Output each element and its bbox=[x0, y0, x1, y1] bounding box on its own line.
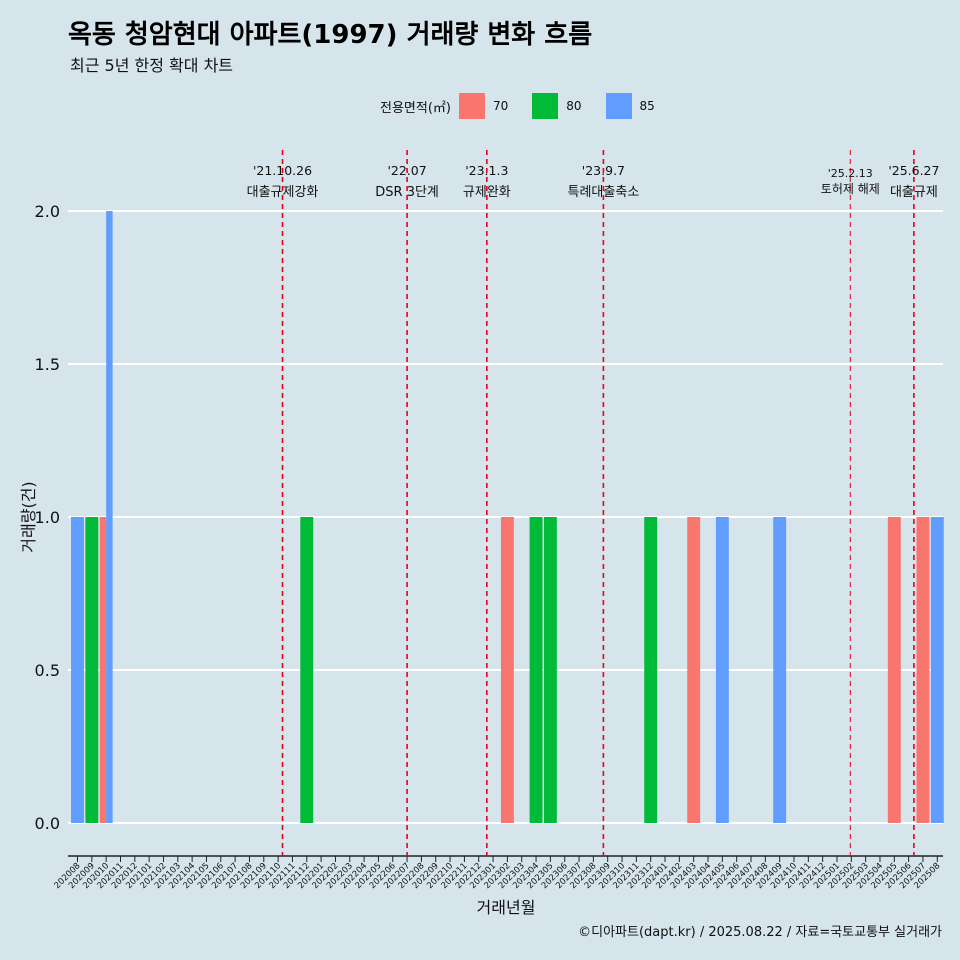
y-tick-label: 1.5 bbox=[35, 355, 60, 374]
bar-202409-85 bbox=[773, 517, 787, 823]
legend-title: 전용면적(㎡) bbox=[380, 100, 451, 116]
bar-202405-85 bbox=[715, 517, 729, 823]
event-date: '25.6.27 bbox=[888, 163, 939, 178]
bar-202304-80 bbox=[529, 517, 543, 823]
event-label: DSR 3단계 bbox=[375, 185, 439, 200]
event-date: '22.07 bbox=[387, 163, 426, 178]
source-caption: ©디아파트(dapt.kr) / 2025.08.22 / 자료=국토교통부 실… bbox=[578, 925, 942, 940]
y-tick-label: 1.0 bbox=[35, 508, 60, 527]
bar-202009-80 bbox=[85, 517, 99, 823]
event-date: '23.1.3 bbox=[465, 163, 508, 178]
chart-subtitle: 최근 5년 한정 확대 차트 bbox=[70, 56, 234, 75]
bar-202112-80 bbox=[300, 517, 314, 823]
bar-202008-85 bbox=[71, 517, 84, 823]
y-tick-label: 0.5 bbox=[35, 661, 60, 680]
legend-key-80 bbox=[532, 93, 559, 119]
bar-202312-80 bbox=[644, 517, 658, 823]
event-date: '25.2.13 bbox=[828, 167, 873, 180]
legend-key-70 bbox=[458, 93, 485, 119]
event-label: 토허제 해제 bbox=[821, 182, 880, 196]
bar-202010-85 bbox=[106, 211, 113, 823]
event-date: '21.10.26 bbox=[253, 163, 312, 178]
chart-title: 옥동 청암현대 아파트(1997) 거래량 변화 흐름 bbox=[68, 20, 593, 50]
event-label: 규제완화 bbox=[463, 185, 511, 200]
event-label: 특례대출축소 bbox=[568, 185, 640, 200]
legend-label-70: 70 bbox=[492, 99, 509, 113]
legend-label-80: 80 bbox=[566, 99, 582, 113]
y-tick-label: 0.0 bbox=[35, 814, 60, 833]
bar-202010-70 bbox=[99, 517, 107, 823]
bar-202403-70 bbox=[687, 517, 701, 823]
legend: 전용면적(㎡) 70 80 85 bbox=[380, 93, 679, 119]
event-label: 대출규제강화 bbox=[247, 185, 319, 200]
event-date: '23.9.7 bbox=[582, 163, 625, 178]
x-axis-title: 거래년월 bbox=[477, 898, 536, 917]
y-tick-label: 2.0 bbox=[35, 202, 60, 221]
bar-202505-70 bbox=[887, 517, 901, 823]
y-axis-title: 거래량(건) bbox=[19, 481, 38, 552]
event-label: 대출규제 bbox=[890, 185, 938, 200]
bar-202508-85 bbox=[930, 517, 944, 823]
bar-202302-70 bbox=[500, 517, 514, 823]
bar-202507-70 bbox=[916, 517, 930, 823]
legend-key-85 bbox=[605, 93, 632, 119]
legend-label-85: 85 bbox=[639, 99, 655, 113]
bar-202305-80 bbox=[543, 517, 557, 823]
